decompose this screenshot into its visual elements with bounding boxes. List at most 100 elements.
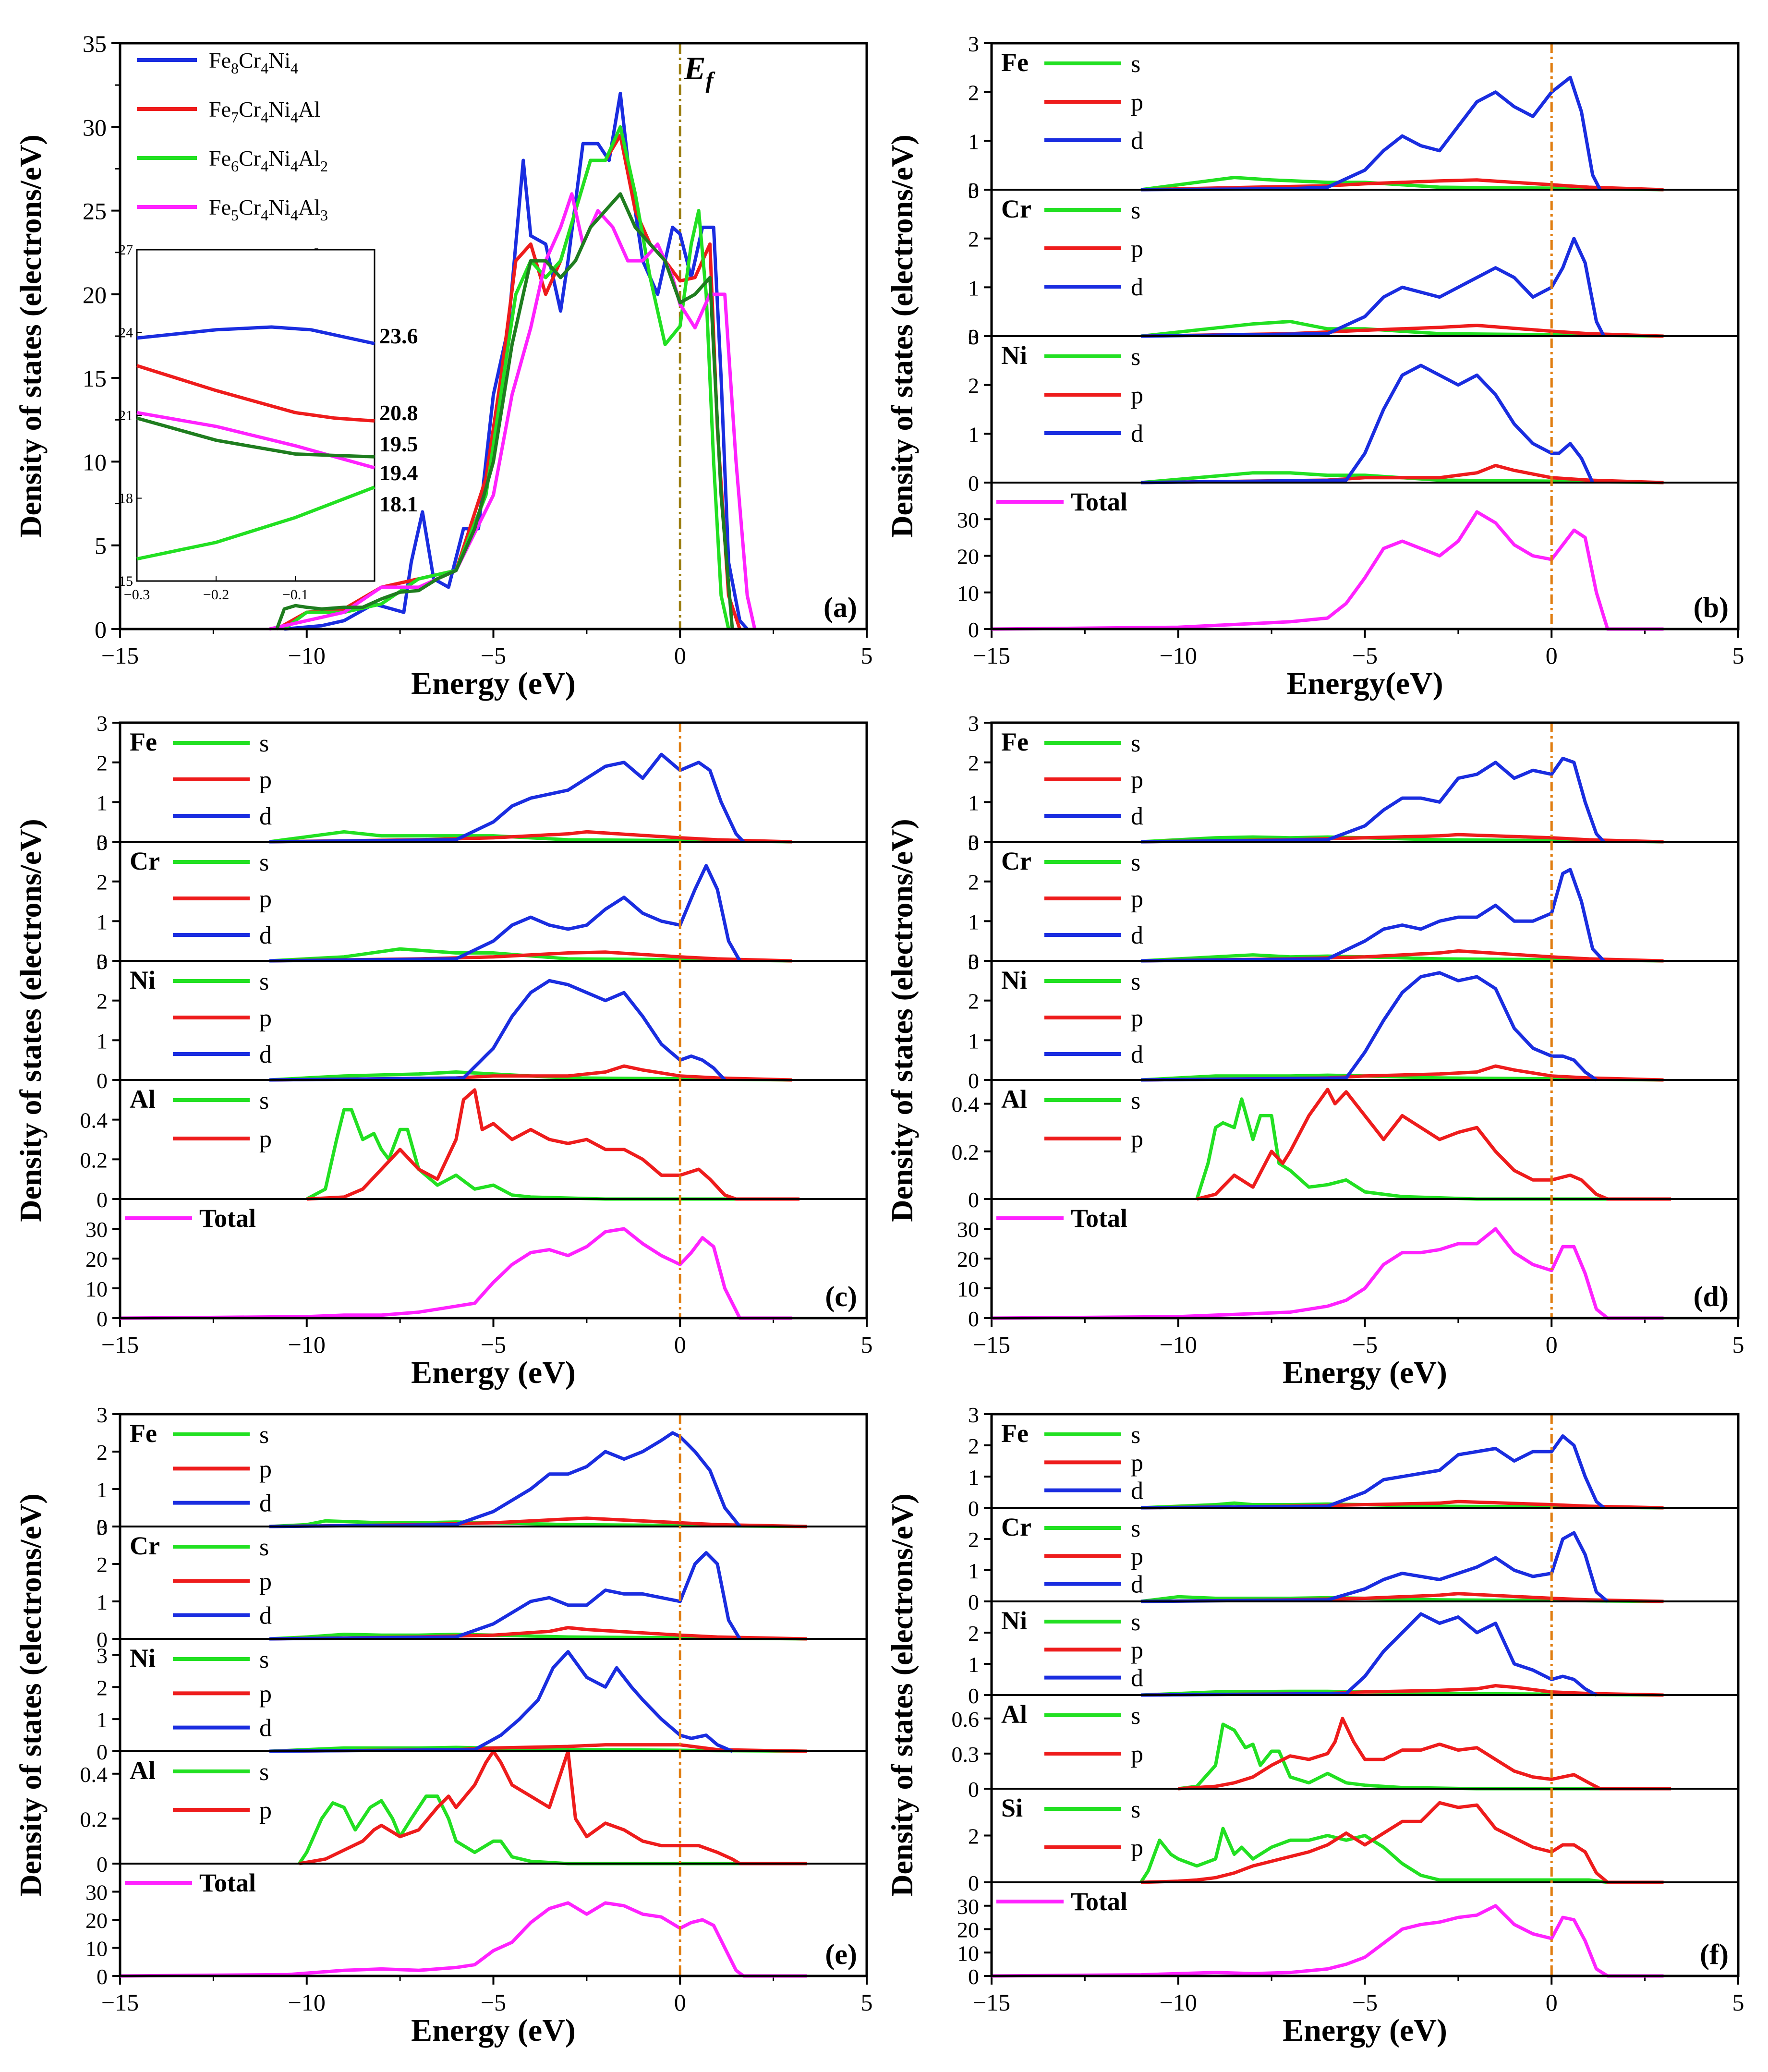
legend-label-p: p xyxy=(1131,1543,1143,1570)
legend-label-p: p xyxy=(1131,1126,1143,1153)
curve-d xyxy=(269,1431,741,1528)
subpanel-cr: 0 1 2 3 Cr spd xyxy=(968,830,1739,974)
legend-label-s: s xyxy=(259,1421,269,1449)
subpanel-frame xyxy=(991,1694,1739,1790)
curve-s xyxy=(269,830,792,844)
legend-label-d: d xyxy=(259,803,272,830)
x-tick-label: −5 xyxy=(1352,642,1378,669)
x-tick-label: −5 xyxy=(481,1331,506,1358)
legend-label-p: p xyxy=(259,1680,272,1708)
legend-label-s: s xyxy=(1131,1421,1140,1449)
subpanel-si: 0 2 Si sp xyxy=(968,1788,1739,1895)
curve-d xyxy=(1140,75,1602,192)
curve-p xyxy=(1140,178,1664,192)
y-tick-label: 2 xyxy=(968,751,979,775)
element-label: Cr xyxy=(1001,1513,1031,1541)
y-tick-label: 2 xyxy=(97,989,108,1014)
y-tick-label: 25 xyxy=(83,198,107,225)
curve-total xyxy=(991,1227,1664,1320)
subpanel-frame xyxy=(991,841,1739,962)
x-tick-label: −5 xyxy=(481,1989,506,2016)
curve-p xyxy=(1196,1088,1671,1201)
y-tick-label: 0 xyxy=(968,949,979,974)
legend-label: Total xyxy=(1071,1887,1127,1916)
panel-label: (f) xyxy=(1700,1939,1729,1970)
curve-p xyxy=(1140,1801,1664,1884)
y-tick-label: 0 xyxy=(968,830,979,855)
subpanel-al: 0 0.2 0.4 Al sp xyxy=(80,1749,868,1877)
subpanel-cr: 0 1 2 3 Cr spd xyxy=(97,830,868,974)
subpanel-frame xyxy=(119,841,868,962)
y-tick-label: 2 xyxy=(968,374,979,398)
element-label: Al xyxy=(1001,1085,1027,1114)
element-label: Al xyxy=(1001,1700,1027,1729)
x-tick-label: 0 xyxy=(674,1989,686,2016)
x-tick-label: 0 xyxy=(1546,1989,1558,2016)
panel-label: (d) xyxy=(1694,1281,1729,1312)
curve-d xyxy=(1140,1612,1598,1697)
legend-label-d: d xyxy=(1131,922,1143,949)
curve-p xyxy=(269,1064,792,1082)
panel-label: (b) xyxy=(1694,592,1729,623)
series-line-2 xyxy=(283,125,730,630)
subpanel-cr: 0 1 2 Cr spd xyxy=(968,1507,1739,1614)
legend-label-s: s xyxy=(259,730,269,757)
x-tick-label: 5 xyxy=(861,642,873,669)
subpanel-ni: 0 1 2 Ni spd xyxy=(968,1600,1739,1708)
curve-d xyxy=(1140,364,1594,485)
legend-label-p: p xyxy=(259,1126,272,1153)
subpanel-al: 0 0.3 0.6 Al sp xyxy=(952,1694,1739,1802)
curve-s xyxy=(306,1108,755,1201)
y-tick-label: 0 xyxy=(97,949,108,974)
y-tick-label: 3 xyxy=(968,949,979,974)
legend-label-d: d xyxy=(1131,127,1143,155)
y-tick-label: 1 xyxy=(968,909,979,934)
legend-label-d: d xyxy=(1131,1665,1143,1692)
legend-label-p: p xyxy=(1131,1741,1143,1768)
y-tick-label: 0.6 xyxy=(952,1707,980,1732)
element-label: Si xyxy=(1001,1793,1023,1822)
element-label: Ni xyxy=(1001,341,1027,370)
x-tick-label: −5 xyxy=(1352,1331,1378,1358)
legend-label-s: s xyxy=(1131,1515,1140,1542)
y-tick-label: 2 xyxy=(968,1527,979,1552)
y-tick-label: 10 xyxy=(85,1937,108,1961)
legend-label-s: s xyxy=(1131,968,1140,995)
y-tick-label: 1 xyxy=(968,129,979,154)
legend-label-p: p xyxy=(259,1005,272,1032)
subpanel-cr: 0 1 2 3 Cr spd xyxy=(97,1515,868,1652)
y-tick-label: 1 xyxy=(968,276,979,300)
subpanel-frame xyxy=(119,722,868,843)
y-axis-label: Density of states (electrons/eV) xyxy=(13,819,48,1222)
subpanel-ni: 0 1 2 3 Ni spd xyxy=(968,949,1739,1093)
inset-line-1 xyxy=(136,364,375,423)
legend-label: Total xyxy=(1071,487,1127,516)
panel-e: −15 −10 −5 0 5 Energy (eV) Density of states (… xyxy=(13,1403,873,2048)
curve-total xyxy=(120,1227,792,1320)
y-tick-label: 30 xyxy=(85,1880,108,1905)
legend-label-s: s xyxy=(259,1087,269,1115)
x-tick-label: 0 xyxy=(674,642,686,669)
y-tick-label: 20 xyxy=(957,545,979,569)
x-tick-label: −15 xyxy=(101,642,139,669)
curve-p xyxy=(306,1088,799,1201)
y-tick-label: 20 xyxy=(85,1908,108,1933)
y-tick-label: 2 xyxy=(97,1440,108,1465)
subpanel-total: 0 10 20 30 Total xyxy=(957,482,1739,642)
element-label: Ni xyxy=(130,966,156,994)
panel-f: −15 −10 −5 0 5 Energy (eV) Density of states (… xyxy=(885,1403,1744,2048)
subpanel-frame xyxy=(119,960,868,1081)
fermi-label: Ef xyxy=(683,50,715,93)
y-tick-label: 0.2 xyxy=(80,1807,108,1831)
y-tick-label: 1 xyxy=(968,1559,979,1583)
y-tick-label: 1 xyxy=(968,1465,979,1490)
x-tick-label: 5 xyxy=(1732,1331,1744,1358)
x-tick-label: −15 xyxy=(973,1989,1010,2016)
y-tick-label: 2 xyxy=(968,870,979,895)
curve-d xyxy=(1140,971,1598,1082)
y-tick-label: 30 xyxy=(957,1894,979,1919)
plot-frame xyxy=(990,721,1740,1320)
y-tick-label: 30 xyxy=(957,508,979,532)
x-tick-label: −10 xyxy=(1160,1331,1197,1358)
